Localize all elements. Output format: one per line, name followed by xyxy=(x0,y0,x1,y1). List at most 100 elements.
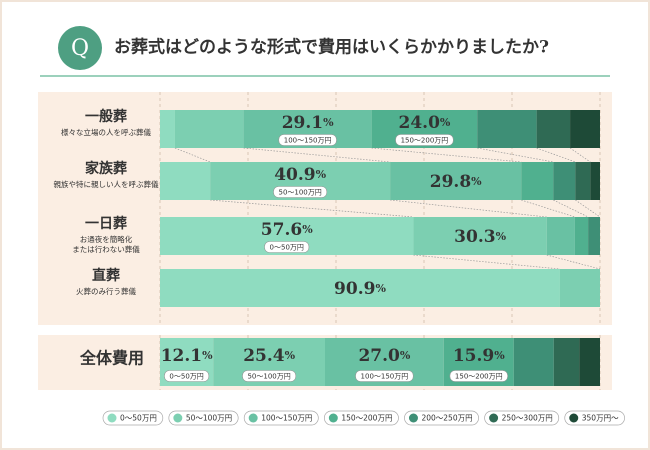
value-unit: % xyxy=(316,168,327,181)
bar-segment xyxy=(553,338,580,386)
legend: 0〜50万円 50〜100万円 100〜150万円 150〜200万円 200〜250万… xyxy=(102,410,625,426)
range-tag-label: 50〜100万円 xyxy=(247,373,290,381)
value-label: 24.0% xyxy=(399,113,451,133)
legend-item xyxy=(102,410,164,426)
range-tag-label: 0〜50万円 xyxy=(169,373,203,381)
bar-segment xyxy=(174,110,244,148)
legend-item xyxy=(404,410,479,426)
bar-segment xyxy=(160,110,175,148)
value-number: 29.8 xyxy=(430,172,471,192)
legend-label: 350万円〜 xyxy=(582,414,619,423)
value-unit: % xyxy=(494,349,505,362)
value-number: 30.3 xyxy=(454,227,495,247)
legend-swatch xyxy=(328,413,338,423)
legend-label: 250〜300万円 xyxy=(502,414,553,423)
legend-label: 200〜250万円 xyxy=(421,414,472,423)
bar-segment xyxy=(570,110,600,148)
bar-segment xyxy=(513,338,554,386)
legend-item xyxy=(243,410,319,426)
legend-label: 150〜200万円 xyxy=(341,414,392,423)
range-tag xyxy=(164,370,210,382)
connector xyxy=(243,147,391,163)
value-unit: % xyxy=(302,223,313,236)
badge: Q xyxy=(71,36,89,61)
connector xyxy=(477,147,554,163)
connector xyxy=(536,147,576,163)
range-tag xyxy=(264,241,310,253)
connector xyxy=(553,199,589,218)
legend-label: 50〜100万円 xyxy=(186,414,232,423)
value-number: 12.1 xyxy=(161,346,202,366)
value-label: 40.9% xyxy=(274,165,326,185)
bar-segment xyxy=(579,338,600,386)
legend-swatch xyxy=(408,413,418,423)
value-number: 57.6 xyxy=(261,220,302,240)
value-number: 27.0 xyxy=(358,346,400,366)
legend-swatch xyxy=(107,413,117,423)
connector xyxy=(390,199,547,218)
connector xyxy=(546,254,601,270)
value-label: 29.1% xyxy=(282,113,334,133)
value-label: 90.9% xyxy=(334,279,386,299)
legend-swatch xyxy=(248,413,258,423)
connector xyxy=(371,147,522,163)
legend-swatch xyxy=(569,413,579,423)
bar-segment xyxy=(413,217,547,255)
value-unit: % xyxy=(285,349,296,362)
bar-segment xyxy=(521,162,554,200)
category-label: 一日葬 xyxy=(85,215,127,232)
value-number: 90.9 xyxy=(334,279,375,299)
category-label: 家族葬 xyxy=(85,160,127,177)
badge-circle xyxy=(58,26,102,70)
value-number: 40.9 xyxy=(274,165,315,185)
value-number: 24.0 xyxy=(399,113,441,133)
range-tag xyxy=(355,370,414,382)
bar-segment xyxy=(574,217,589,255)
category-note: お通夜を簡略化 xyxy=(80,234,133,244)
value-unit: % xyxy=(471,175,482,188)
connector xyxy=(521,199,576,218)
range-tag-label: 150〜200万円 xyxy=(455,373,503,381)
value-number: 25.4 xyxy=(243,346,285,366)
bar-segment xyxy=(559,269,600,307)
range-tag-label: 50〜100万円 xyxy=(278,189,321,197)
bar-segment xyxy=(588,217,600,255)
value-unit: % xyxy=(496,230,507,243)
value-label: 15.9% xyxy=(453,346,505,366)
legend-swatch xyxy=(489,413,499,423)
legend-item xyxy=(168,410,239,426)
bar-segment xyxy=(536,110,571,148)
bar-segment xyxy=(160,162,211,200)
legend-item xyxy=(323,410,399,426)
bar-segment xyxy=(553,162,576,200)
bar-segment xyxy=(390,162,522,200)
range-tag-label: 150〜200万円 xyxy=(401,137,449,145)
value-label: 29.8% xyxy=(430,172,482,192)
value-unit: % xyxy=(440,116,451,129)
bar-segment xyxy=(477,110,537,148)
value-unit: % xyxy=(323,116,334,129)
range-tag xyxy=(242,370,297,382)
range-tag-label: 100〜150万円 xyxy=(284,137,332,145)
chart-title: お葬式はどのような形式で費用はいくらかかりましたか? xyxy=(114,37,549,58)
value-unit: % xyxy=(400,349,411,362)
connector xyxy=(569,147,591,163)
value-unit: % xyxy=(375,282,386,295)
legend-item xyxy=(484,410,560,426)
range-tag xyxy=(449,370,508,382)
range-tag-label: 0〜50万円 xyxy=(270,244,304,252)
bar-segment xyxy=(575,162,591,200)
value-number: 15.9 xyxy=(453,346,494,366)
category-note: または行わない葬儀 xyxy=(72,244,140,254)
value-label: 12.1% xyxy=(161,346,213,366)
range-tag xyxy=(273,186,328,198)
connector xyxy=(210,199,414,218)
legend-item xyxy=(564,410,625,426)
range-tag-label: 100〜150万円 xyxy=(361,373,409,381)
category-label: 全体費用 xyxy=(79,349,144,368)
value-label: 30.3% xyxy=(454,227,506,247)
value-label: 25.4% xyxy=(243,346,295,366)
value-number: 29.1 xyxy=(282,113,323,133)
